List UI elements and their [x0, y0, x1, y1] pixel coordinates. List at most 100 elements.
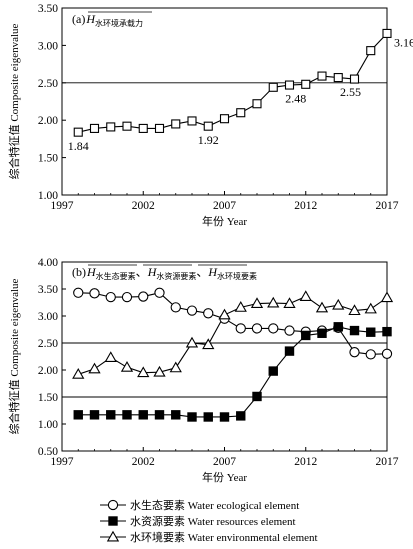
panel-b-series-2-point	[317, 328, 327, 338]
panel-a-series-1-point	[122, 121, 132, 131]
panel-b-y-tick-label: 1.00	[38, 419, 58, 431]
panel-b-series-1-point	[284, 325, 295, 336]
panel-b-title-sub-1: 水生态要素	[96, 271, 136, 281]
panel-b-series-3-point	[202, 338, 215, 350]
panel-b-series-2-point	[349, 325, 360, 336]
panel-b-series-2-point	[382, 326, 392, 337]
panel-b-series-2-point	[333, 322, 343, 332]
panel-b-y-tick-label: 3.50	[38, 284, 58, 296]
panel-b-series-3-point	[88, 362, 101, 374]
panel-b-series-1-point	[381, 348, 393, 359]
panel-b-y-axis-label: 综合特征值 Composite eigenvalue	[7, 278, 21, 434]
panel-a-series-1-point	[171, 119, 181, 129]
panel-b-series-1-point	[138, 291, 149, 302]
panel-b-series-1-point	[170, 302, 181, 313]
legend-marker-3	[106, 530, 120, 542]
panel-a-x-tick-label: 1997	[51, 200, 74, 212]
panel-a-series-1-point	[73, 127, 83, 137]
panel-b-y-tick-label: 3.00	[38, 311, 58, 323]
panel-b-series-2-point	[366, 327, 376, 337]
legend-label-1: 水生态要素 Water ecological element	[130, 498, 299, 512]
panel-b-series-3-point	[364, 302, 377, 314]
panel-b-title-sub-2: 水资源要素	[156, 271, 196, 281]
panel-b-x-tick-label: 2002	[132, 456, 155, 468]
panel-b-title-sub-3: 水环境要素	[217, 271, 257, 281]
panel-a-series-1-point	[138, 123, 148, 133]
panel-b-series-2-point	[268, 366, 278, 376]
panel-a-y-tick-label: 2.00	[38, 115, 58, 127]
panel-b-y-tick-label: 2.00	[38, 365, 58, 377]
panel-b-series-1-point	[121, 291, 133, 303]
panel-b-title-main-1: H	[86, 265, 97, 279]
panel-b-series-3-point	[315, 301, 329, 313]
panel-b-series-2-point	[171, 410, 181, 420]
panel-b-series-1-point	[89, 288, 100, 299]
panel-b-x-axis-label: 年份 Year	[202, 470, 247, 484]
panel-a-series-1-point	[89, 123, 100, 133]
panel-b-series-2-point	[106, 410, 116, 420]
panel-b-series-3-point	[380, 291, 394, 303]
panel-a-plot-frame	[61, 7, 388, 196]
panel-a-data-label: 1.92	[198, 133, 219, 147]
panel-a-y-tick-label: 1.00	[38, 190, 58, 202]
panel-b-series-1-point	[365, 349, 376, 360]
panel-a-series-1-point	[366, 46, 376, 56]
panel-b-series-3-point	[218, 308, 231, 320]
panel-b-series-3-point	[120, 360, 134, 372]
panel-b: 1997 2002 2007 2012 2017 0.50 1.00 1.50 2.00 2.50…	[7, 257, 399, 484]
legend: 水生态要素 Water ecological element 水资源要素 Wate…	[100, 498, 318, 544]
panel-a-series-1-point	[236, 108, 246, 118]
panel-a-series-1-point	[203, 121, 213, 131]
panel-a-data-label: 3.16	[394, 35, 413, 49]
panel-a-data-label: 2.48	[285, 91, 306, 105]
panel-a-series-1-point	[333, 73, 343, 83]
panel-b-x-tick-label: 2017	[376, 456, 399, 468]
panel-b-series-2-line	[78, 326, 388, 418]
panel-b-series-3-point	[153, 365, 166, 377]
panel-a-label: (a)	[72, 12, 85, 26]
panel-a-x-tick-label: 2007	[213, 200, 236, 212]
panel-b-y-tick-label: 4.00	[38, 257, 58, 269]
panel-a-y-tick-label: 3.00	[38, 40, 58, 52]
panel-b-title: (b)H水生态要素、H水资源要素、H水环境要素	[72, 265, 257, 281]
panel-b-title-sep-1: 、	[136, 265, 148, 279]
panel-a-series-1-point	[106, 122, 116, 132]
panel-b-series-2-point	[301, 330, 311, 341]
panel-b-series-1-point	[73, 287, 84, 298]
panel-a-x-tick-label: 2002	[132, 200, 155, 212]
panel-b-series-1-point	[268, 323, 279, 334]
panel-b-series-3-point	[104, 351, 117, 363]
panel-a-x-axis-label: 年份 Year	[202, 214, 247, 228]
panel-b-series-3-point	[169, 361, 182, 373]
panel-b-series-1-point	[186, 305, 198, 316]
panel-b-y-tick-label: 1.50	[38, 392, 58, 404]
panel-a-series-1-point	[268, 82, 278, 92]
panel-b-series-2-point	[89, 410, 100, 420]
panel-b-series-3-point	[234, 301, 247, 312]
panel-a-y-tick-label: 3.50	[38, 3, 58, 15]
panel-a-series-1-point	[349, 74, 360, 84]
panel-b-x-tick-label: 2007	[213, 456, 236, 468]
panel-a-x-tick-label: 2012	[294, 200, 317, 212]
panel-a-y-tick-label: 1.50	[38, 153, 58, 165]
panel-a-title-sub: 水环境承载力	[95, 18, 143, 28]
panel-b-series-2-point	[252, 391, 262, 402]
panel-b-y-tick-label: 0.50	[38, 446, 58, 458]
panel-b-title-main-2: H	[147, 265, 158, 279]
panel-b-series-2-point	[122, 410, 132, 420]
panel-b-series-3-point	[299, 290, 312, 302]
panel-a-series-1-point	[154, 123, 165, 133]
panel-b-series-3-point	[185, 336, 199, 348]
panel-b-title-main-3: H	[207, 265, 218, 279]
panel-b-series-2-point	[203, 412, 213, 422]
legend-label-2: 水资源要素 Water resources element	[130, 514, 296, 528]
panel-b-series-2-point	[219, 412, 230, 422]
panel-b-series-3-point	[332, 298, 345, 310]
panel-a-series-1-point	[219, 114, 230, 124]
panel-b-x-tick-label: 1997	[51, 456, 74, 468]
panel-b-series-2-point	[138, 410, 148, 420]
panel-a-y-tick-label: 2.50	[38, 78, 58, 90]
panel-b-series-2-point	[73, 410, 83, 420]
panel-a-y-axis-label: 综合特征值 Composite eigenvalue	[7, 23, 21, 179]
panel-a-x-tick-label: 2017	[376, 200, 399, 212]
